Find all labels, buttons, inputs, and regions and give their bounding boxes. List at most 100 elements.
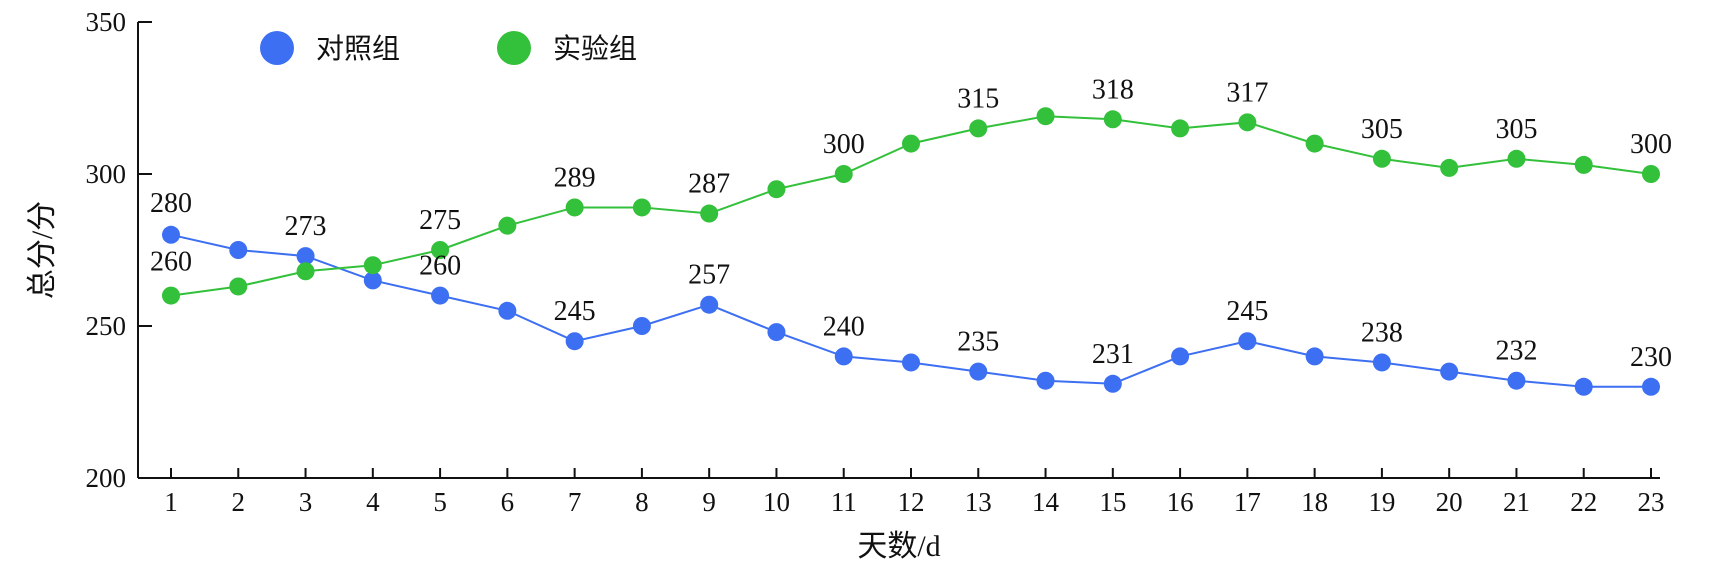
series-1-point-14	[1036, 107, 1055, 126]
data-labels-layer: 280 273 260 245 257 240 235 231 245 238 232 230 260 2…	[150, 74, 1672, 373]
series-0-point-14	[1036, 371, 1055, 390]
series-1-point-16	[1171, 119, 1190, 138]
series-1-point-13	[969, 119, 988, 138]
data-label: 238	[1361, 317, 1403, 348]
data-label: 245	[1226, 296, 1268, 327]
series-1-point-18	[1305, 134, 1324, 153]
series-0-point-23	[1642, 377, 1660, 396]
legend: 对照组 实验组	[260, 31, 637, 65]
legend-marker-1	[497, 31, 531, 65]
x-tick-label: 3	[299, 487, 313, 517]
x-axis-title: 天数/d	[857, 530, 940, 563]
x-tick-label: 1	[164, 487, 178, 517]
x-tick-label: 21	[1503, 487, 1530, 517]
series-1-point-2	[229, 277, 248, 296]
series-0-point-21	[1507, 371, 1526, 390]
y-tick-label: 350	[86, 7, 127, 37]
x-tick-label: 23	[1638, 487, 1665, 517]
series-0-point-6	[498, 301, 517, 320]
series-1-point-21	[1507, 149, 1526, 168]
data-label: 245	[554, 296, 596, 327]
data-label: 300	[823, 129, 865, 160]
x-tick-label: 16	[1167, 487, 1194, 517]
data-label: 260	[150, 247, 192, 278]
series-0-point-10	[767, 323, 786, 342]
x-tick-label: 15	[1099, 487, 1126, 517]
x-tick-label: 10	[763, 487, 790, 517]
series-0-point-2	[229, 241, 248, 259]
series-0-point-17	[1238, 332, 1257, 351]
series-0-point-11	[834, 347, 853, 366]
series-1-point-6	[498, 216, 517, 235]
data-label: 315	[957, 83, 999, 114]
x-tick-label: 2	[232, 487, 246, 517]
data-label: 287	[688, 169, 730, 200]
series-0-point-1	[162, 225, 180, 244]
series-1-point-12	[902, 134, 920, 153]
data-label: 257	[688, 260, 730, 291]
data-label: 273	[285, 211, 327, 242]
series-1-point-19	[1372, 149, 1391, 168]
x-tick-label: 20	[1436, 487, 1463, 517]
x-tick-label: 22	[1570, 487, 1597, 517]
x-tick-label: 8	[635, 487, 649, 517]
x-tick-label: 11	[831, 487, 857, 517]
series-0-point-4	[363, 271, 382, 290]
series-1-point-5	[431, 241, 450, 259]
x-tick-label: 13	[965, 487, 992, 517]
data-label: 260	[419, 251, 461, 282]
series-0-point-9	[700, 295, 719, 314]
data-label: 275	[419, 205, 461, 236]
data-label: 232	[1495, 336, 1537, 367]
x-tick-label: 5	[433, 487, 447, 517]
series-1-point-17	[1238, 113, 1257, 132]
series-1-point-8	[632, 198, 651, 217]
series-0-point-15	[1103, 374, 1122, 393]
x-tick-label: 14	[1032, 487, 1060, 517]
x-tick-label: 18	[1301, 487, 1328, 517]
series-0-point-13	[969, 362, 988, 381]
y-tick-label: 200	[86, 463, 127, 493]
data-label: 300	[1630, 129, 1672, 160]
data-label: 280	[150, 188, 192, 219]
series-1-point-9	[700, 204, 719, 223]
data-label: 305	[1361, 114, 1403, 145]
y-tick-label: 300	[86, 159, 127, 189]
x-tick-label: 6	[501, 487, 515, 517]
data-label: 230	[1630, 342, 1672, 373]
series-0-point-18	[1305, 347, 1324, 366]
series-1-point-10	[767, 180, 786, 199]
data-label: 289	[554, 162, 596, 193]
series-0-point-3	[296, 247, 315, 266]
data-label: 240	[823, 311, 865, 342]
legend-marker-0	[260, 31, 294, 65]
data-label: 305	[1495, 114, 1537, 145]
series-layer	[162, 107, 1660, 396]
data-label: 235	[957, 327, 999, 358]
series-1-point-1	[162, 286, 180, 305]
y-axis-title: 总分/分	[26, 201, 59, 299]
series-0-point-20	[1440, 362, 1459, 381]
y-tick-label: 250	[86, 311, 127, 341]
series-1-point-3	[296, 262, 315, 281]
series-1-point-23	[1642, 165, 1660, 183]
legend-label-1: 实验组	[553, 32, 637, 65]
x-tick-label: 17	[1234, 487, 1261, 517]
series-0-point-12	[902, 353, 920, 372]
x-tick-label: 12	[898, 487, 925, 517]
series-1-point-20	[1440, 158, 1459, 177]
series-1-point-22	[1574, 155, 1593, 174]
data-label: 231	[1092, 339, 1134, 370]
series-0-point-19	[1372, 353, 1391, 372]
x-tick-label: 4	[366, 487, 380, 517]
data-label: 318	[1092, 74, 1134, 105]
x-tick-label: 19	[1368, 487, 1395, 517]
series-1-point-4	[363, 256, 382, 275]
series-0-point-8	[632, 317, 651, 335]
legend-label-0: 对照组	[316, 32, 400, 65]
series-0-point-22	[1574, 377, 1593, 396]
series-1-point-11	[834, 165, 853, 183]
